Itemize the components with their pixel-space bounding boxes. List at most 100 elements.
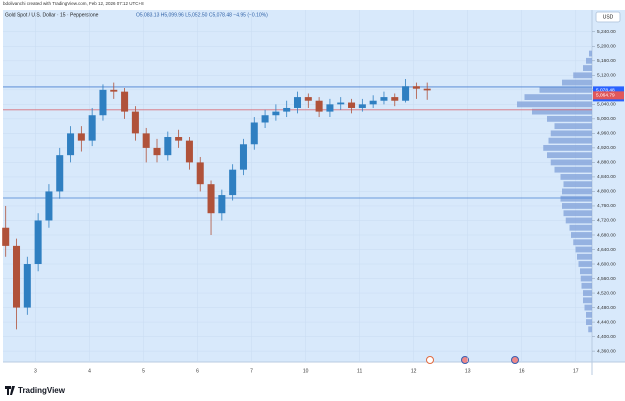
volume-profile-bar <box>554 123 592 130</box>
candle-body <box>164 137 172 156</box>
candle-body <box>142 133 150 148</box>
price-label-box <box>593 86 624 95</box>
y-tick-label: 4,880.00 <box>597 160 616 166</box>
volume-profile-bar <box>580 275 592 282</box>
y-tick-label: 4,920.00 <box>597 145 616 151</box>
volume-profile-bar <box>573 72 592 79</box>
candle-body <box>261 115 269 123</box>
candle-body <box>34 220 42 265</box>
volume-profile-bar <box>575 246 592 253</box>
volume-profile-bar <box>547 115 592 122</box>
volume-profile-bar <box>517 101 592 108</box>
y-tick-label: 4,560.00 <box>597 276 616 282</box>
volume-profile-bar <box>586 319 592 325</box>
x-tick-label: 7 <box>250 368 253 374</box>
candle-body <box>423 88 431 91</box>
brand: TradingView <box>18 386 66 395</box>
volume-profile-bar <box>584 304 592 311</box>
volume-profile-bar <box>588 326 592 333</box>
x-tick-label: 16 <box>519 368 525 374</box>
candle-body <box>45 191 53 221</box>
candle-body <box>218 195 226 214</box>
y-tick-label: 4,720.00 <box>597 218 616 224</box>
y-tick-label: 4,400.00 <box>597 334 616 340</box>
candle-body <box>369 100 377 105</box>
volume-profile-bar <box>554 166 592 173</box>
x-tick-label: 10 <box>303 368 309 374</box>
candle-body <box>358 104 366 108</box>
candle-body <box>88 115 96 141</box>
event-icon[interactable] <box>511 356 519 364</box>
y-tick-label: 5,160.00 <box>597 58 616 64</box>
y-tick-label: 4,680.00 <box>597 232 616 238</box>
event-icon[interactable] <box>461 356 469 364</box>
price-label: 5,078.48 <box>596 88 615 94</box>
y-tick-label: 5,040.00 <box>597 102 616 108</box>
volume-profile-bar <box>565 217 592 224</box>
candle-body <box>402 86 410 101</box>
x-tick-label: 3 <box>34 368 37 374</box>
candle-body <box>239 144 247 170</box>
volume-profile-bar <box>571 232 592 238</box>
volume-profile-bar <box>563 181 592 188</box>
volume-profile-bar <box>550 130 592 137</box>
event-icon[interactable] <box>426 356 434 364</box>
volume-profile-bar <box>560 174 592 180</box>
x-tick-label: 13 <box>465 368 471 374</box>
y-tick-label: 4,520.00 <box>597 290 616 296</box>
candle-body <box>391 97 399 101</box>
volume-profile-bar <box>573 239 592 246</box>
candle-body <box>23 264 31 308</box>
currency: USD <box>603 14 614 20</box>
price-label: 5,064.79 <box>596 93 615 99</box>
candle-body <box>56 155 64 192</box>
y-tick-label: 4,480.00 <box>597 305 616 311</box>
volume-profile-bar <box>578 261 592 267</box>
candle-body <box>380 97 388 101</box>
volume-profile-bar <box>562 79 592 86</box>
volume-profile-bar <box>562 188 592 195</box>
y-tick-label: 4,760.00 <box>597 203 616 209</box>
volume-profile-bar <box>583 290 592 296</box>
candle-body <box>153 147 161 156</box>
y-tick-label: 4,840.00 <box>597 174 616 180</box>
volume-profile-bar <box>563 210 592 217</box>
volume-profile-bar <box>581 282 592 289</box>
volume-profile-bar <box>539 86 592 93</box>
x-tick-label: 11 <box>357 368 362 374</box>
y-tick-label: 4,600.00 <box>597 261 616 267</box>
x-tick-label: 12 <box>411 368 417 374</box>
y-tick-label: 4,800.00 <box>597 189 616 195</box>
volume-profile-bar <box>562 203 592 209</box>
currency-box <box>595 11 621 23</box>
y-tick-label: 5,000.00 <box>597 116 616 122</box>
volume-profile-bar <box>548 137 592 144</box>
volume-profile-bar <box>586 57 592 64</box>
candle-body <box>12 245 21 308</box>
candle-body <box>67 133 75 156</box>
volume-profile-bar <box>589 50 592 57</box>
y-tick-label: 5,200.00 <box>597 44 616 50</box>
volume-profile-bar <box>583 297 592 304</box>
candle-body <box>2 227 10 246</box>
volume-profile-bar <box>583 65 592 71</box>
volume-profile-bar <box>560 195 592 202</box>
y-tick-label: 5,120.00 <box>597 73 616 79</box>
volume-profile-bar <box>550 159 592 166</box>
ohlc: O5,083.13 H5,099.96 L5,052.50 C5,078.48 … <box>136 12 268 18</box>
volume-profile-bar <box>577 253 592 260</box>
volume-profile-bar <box>543 144 592 151</box>
candle-body <box>348 102 356 108</box>
volume-profile-bar <box>547 152 592 159</box>
logo <box>5 386 15 395</box>
candle-body <box>412 86 420 89</box>
candle-body <box>250 122 258 145</box>
symbol: Gold Spot / U.S. Dollar · 15 · Peppersto… <box>5 12 99 18</box>
credit: bdolivanchi created with TradingView.com… <box>3 1 144 6</box>
volume-profile-bar <box>580 268 592 275</box>
candle-body <box>293 97 302 108</box>
candle-body <box>283 107 291 112</box>
y-tick-label: 5,240.00 <box>597 29 616 35</box>
candle-body <box>196 162 204 185</box>
